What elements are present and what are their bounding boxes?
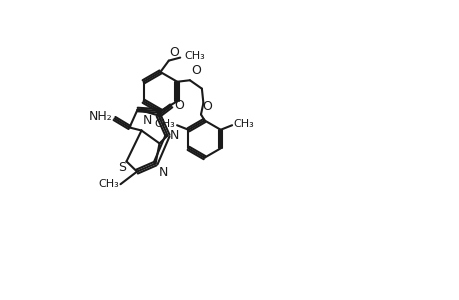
Text: N: N <box>158 166 168 179</box>
Text: N: N <box>170 129 179 142</box>
Text: O: O <box>174 99 184 112</box>
Text: CH₃: CH₃ <box>155 119 175 129</box>
Text: CH₃: CH₃ <box>185 51 205 61</box>
Text: NH₂: NH₂ <box>88 110 112 124</box>
Text: iminolabel: iminolabel <box>108 115 115 116</box>
Text: CH₃: CH₃ <box>233 119 254 129</box>
Text: O: O <box>202 100 212 113</box>
Text: N: N <box>143 114 152 127</box>
Text: CH₃: CH₃ <box>98 179 119 189</box>
Text: S: S <box>118 161 126 174</box>
Text: O: O <box>169 46 179 59</box>
Text: O: O <box>190 64 201 77</box>
